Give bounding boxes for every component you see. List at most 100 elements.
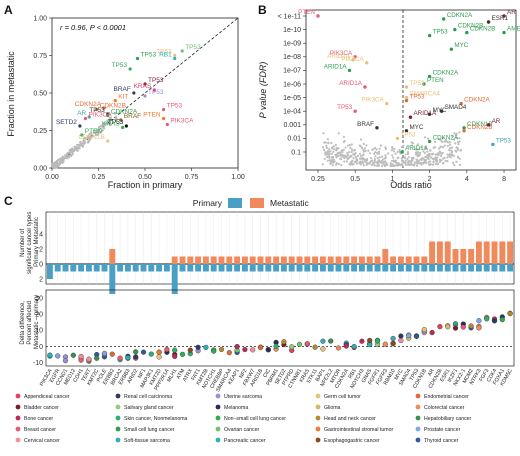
background-point xyxy=(455,146,458,149)
labeled-point xyxy=(87,115,91,119)
background-point xyxy=(392,156,395,159)
legend-dot xyxy=(315,393,321,399)
background-point xyxy=(108,121,112,124)
x-tick-label: 1 xyxy=(390,176,394,183)
delta-point xyxy=(125,355,131,361)
metastatic-bar xyxy=(296,256,303,264)
panel-b-xlabel: Odds ratio xyxy=(390,180,432,190)
background-point xyxy=(390,159,394,163)
background-point xyxy=(343,156,346,160)
background-point xyxy=(418,153,421,157)
background-point xyxy=(374,161,378,164)
labeled-point xyxy=(173,56,177,61)
point-label: TP53 xyxy=(409,94,425,101)
background-point xyxy=(455,136,458,140)
primary-bar xyxy=(444,264,451,272)
labeled-point xyxy=(462,126,466,130)
background-point xyxy=(368,152,372,155)
background-point xyxy=(352,157,355,160)
background-point xyxy=(417,162,421,165)
delta-point xyxy=(460,324,466,330)
delta-point xyxy=(62,358,69,364)
background-point xyxy=(114,117,118,120)
background-point xyxy=(443,140,446,143)
background-point xyxy=(359,162,362,165)
background-point xyxy=(102,122,105,126)
delta-point xyxy=(187,347,193,353)
labeled-point xyxy=(353,109,357,113)
metastatic-bar xyxy=(202,256,209,264)
point-label: ARID1A xyxy=(327,53,351,60)
background-point xyxy=(392,159,395,163)
metastatic-bar xyxy=(288,256,295,264)
background-point xyxy=(438,160,442,164)
background-point xyxy=(376,152,379,155)
delta-point xyxy=(47,352,53,358)
background-point xyxy=(403,157,407,160)
background-point xyxy=(106,119,109,122)
background-point xyxy=(441,151,444,155)
primary-bar xyxy=(413,264,420,272)
background-point xyxy=(89,136,92,139)
x-tick-label: 2 xyxy=(428,176,432,183)
labeled-point xyxy=(439,109,444,113)
background-point xyxy=(413,163,416,166)
background-point xyxy=(92,131,96,134)
background-point xyxy=(379,144,382,147)
x-tick-label: 0.25 xyxy=(92,174,106,181)
background-point xyxy=(369,160,372,163)
top-ylabel-line-3: Primary Metastatic xyxy=(34,217,40,267)
labeled-point xyxy=(106,139,110,143)
background-point xyxy=(454,142,457,145)
background-point xyxy=(432,161,435,164)
y-tick-label: 1e-04 xyxy=(283,109,301,116)
background-point xyxy=(348,163,351,166)
background-point xyxy=(411,142,415,145)
background-point xyxy=(415,164,419,167)
point-label: SMAD4 xyxy=(445,104,467,111)
legend-dot xyxy=(415,437,421,443)
background-point xyxy=(359,160,362,163)
legend-label: Colorectal cancer xyxy=(424,405,465,411)
primary-bar xyxy=(46,264,53,279)
background-point xyxy=(414,151,418,154)
point-label: PTEN xyxy=(85,128,103,135)
background-point xyxy=(79,143,82,147)
legend-dot xyxy=(115,415,121,421)
background-point xyxy=(359,138,363,141)
labeled-point xyxy=(404,129,409,133)
background-point xyxy=(350,150,353,154)
primary-bar xyxy=(70,264,77,272)
primary-bar xyxy=(468,264,475,272)
background-point xyxy=(334,143,337,147)
background-point xyxy=(409,161,412,164)
labeled-point xyxy=(400,150,404,154)
legend-label: Appendiceal cancer xyxy=(24,394,70,400)
primary-bar xyxy=(374,264,381,272)
background-point xyxy=(378,147,381,150)
background-point xyxy=(83,141,86,145)
y-tick-label: 0.001 xyxy=(283,122,301,129)
metastatic-bar xyxy=(468,249,475,264)
background-point xyxy=(406,151,410,154)
background-point xyxy=(397,162,400,165)
point-label: AR xyxy=(507,9,516,16)
delta-point xyxy=(195,344,201,350)
primary-bar xyxy=(171,264,178,294)
primary-bar xyxy=(179,264,186,272)
legend-dot xyxy=(115,393,121,399)
background-point xyxy=(66,153,69,156)
background-point xyxy=(351,159,354,162)
background-point xyxy=(420,145,423,149)
background-point xyxy=(452,138,456,141)
legend-label: Ovarian cancer xyxy=(224,427,259,433)
background-point xyxy=(337,147,340,150)
labeled-point xyxy=(351,58,355,62)
background-point xyxy=(103,124,106,127)
background-point xyxy=(322,132,325,135)
background-point xyxy=(443,144,446,147)
background-point xyxy=(73,147,76,150)
labeled-point xyxy=(102,106,106,110)
labeled-point xyxy=(135,56,140,61)
primary-bar xyxy=(429,264,436,272)
